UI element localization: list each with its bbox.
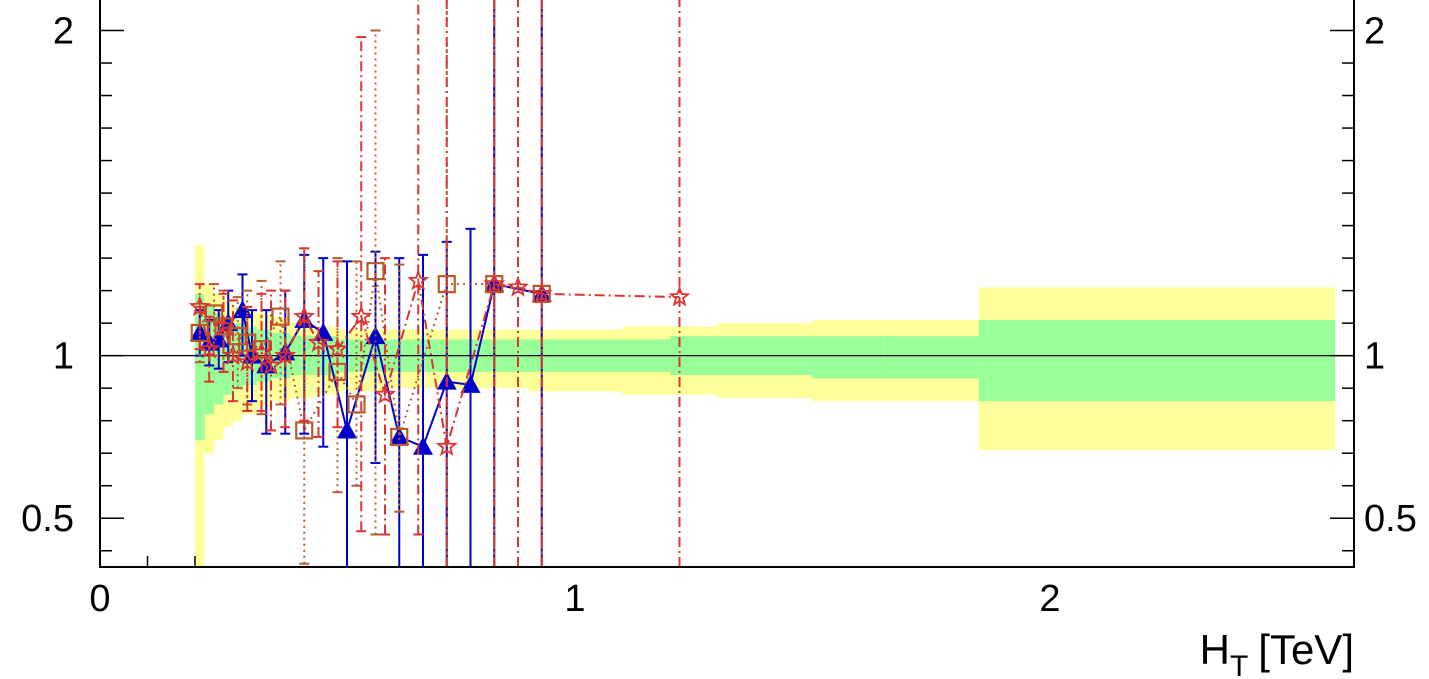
star-marker bbox=[483, 272, 506, 294]
star-marker bbox=[222, 344, 244, 366]
square-marker bbox=[295, 421, 314, 440]
tick-labels: 0 1 2 0.5 0.5 1 1 2 2 bbox=[21, 11, 1417, 620]
star-marker bbox=[530, 282, 553, 304]
series-triangle bbox=[189, 0, 552, 567]
series-open-star bbox=[188, 0, 691, 567]
x-axis-title: HT [TeV] bbox=[1200, 626, 1354, 679]
star-marker bbox=[435, 435, 458, 457]
x-axis-title-main: H bbox=[1200, 626, 1230, 673]
triangle-marker bbox=[389, 426, 410, 445]
star-marker bbox=[350, 305, 373, 326]
square-marker bbox=[204, 304, 224, 323]
triangle-marker bbox=[413, 436, 433, 455]
star-marker bbox=[507, 275, 529, 297]
y-tick-label-left: 1 bbox=[53, 336, 74, 378]
star-marker bbox=[407, 269, 430, 291]
x-axis-title-unit: [TeV] bbox=[1258, 626, 1354, 673]
triangle-marker bbox=[460, 374, 481, 393]
inner-band-bin bbox=[812, 336, 884, 379]
axis-ticks bbox=[99, 29, 1354, 567]
star-marker bbox=[198, 337, 221, 359]
inner-band-bin bbox=[978, 319, 1335, 402]
y-tick-label-right: 2 bbox=[1364, 11, 1385, 53]
square-marker bbox=[366, 262, 385, 281]
square-marker bbox=[390, 427, 409, 447]
series-line bbox=[198, 280, 680, 447]
series-layer bbox=[188, 0, 691, 567]
x-tick-label: 1 bbox=[564, 578, 585, 620]
x-tick-label: 0 bbox=[89, 578, 110, 620]
square-marker bbox=[347, 395, 366, 414]
star-marker bbox=[668, 285, 691, 307]
star-marker bbox=[274, 344, 297, 366]
star-marker bbox=[188, 295, 211, 317]
plot-frame bbox=[99, 0, 1355, 568]
star-marker bbox=[250, 340, 273, 362]
star-marker bbox=[307, 331, 330, 352]
uncertainty-bands bbox=[195, 245, 1335, 567]
y-tick-label-right: 0.5 bbox=[1364, 498, 1417, 540]
x-tick-label: 2 bbox=[1039, 578, 1060, 620]
y-tick-label-left: 2 bbox=[53, 11, 74, 53]
star-marker bbox=[326, 337, 349, 359]
y-tick-label-left: 0.5 bbox=[21, 498, 74, 540]
inner-band-bin bbox=[883, 336, 979, 379]
square-marker bbox=[228, 327, 247, 346]
triangle-marker bbox=[337, 420, 357, 439]
x-axis-title-subscript: T bbox=[1230, 650, 1248, 679]
star-marker bbox=[236, 350, 259, 372]
square-marker bbox=[271, 307, 290, 326]
y-tick-label-right: 1 bbox=[1364, 336, 1385, 378]
inner-band-bin bbox=[195, 293, 205, 441]
star-marker bbox=[374, 383, 396, 405]
star-marker bbox=[260, 353, 282, 375]
star-marker bbox=[293, 305, 316, 326]
star-marker bbox=[212, 314, 235, 336]
